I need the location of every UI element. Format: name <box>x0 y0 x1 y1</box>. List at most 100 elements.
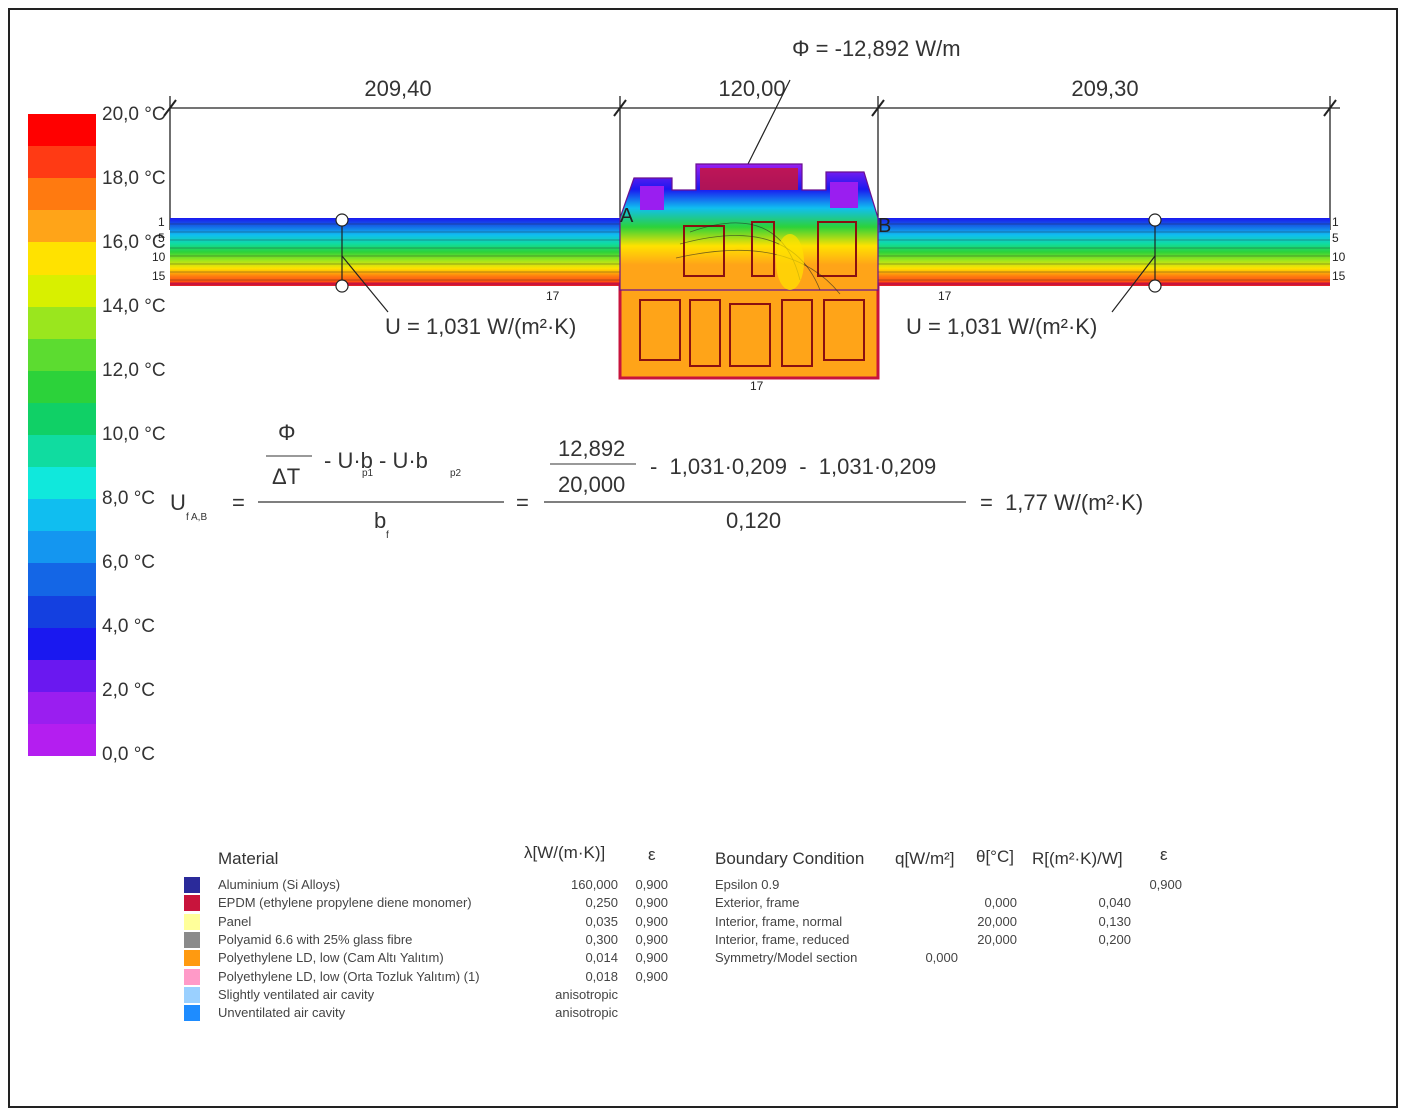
section-mark-a: A <box>620 205 634 227</box>
isoline-right-10: 10 <box>1332 250 1346 264</box>
color-scale-swatch <box>28 435 96 468</box>
section-mark-b: B <box>878 215 891 237</box>
boundary-eps: 0,900 <box>1149 877 1182 892</box>
color-scale-swatch <box>28 691 96 725</box>
boundary-name: Interior, frame, normal <box>715 913 843 929</box>
color-scale-swatch <box>28 306 96 340</box>
glazing-left <box>170 218 620 286</box>
boundary-theta: 20,000 <box>977 913 1017 929</box>
material-name: Polyamid 6.6 with 25% glass fibre <box>218 931 413 947</box>
color-scale-swatch <box>28 627 96 661</box>
dim-middle: 120,00 <box>718 76 785 101</box>
color-scale-label: 0,0 °C <box>102 744 156 765</box>
boundary-name: Interior, frame, reduced <box>715 931 850 947</box>
boundary-name: Epsilon 0.9 <box>715 877 780 892</box>
isoline-right-15: 15 <box>1332 269 1346 283</box>
material-name: Polyethylene LD, low (Orta Tozluk Yalıtı… <box>218 968 480 984</box>
material-name: Unventilated air cavity <box>218 1005 346 1021</box>
material-eps: 0,900 <box>635 950 668 966</box>
formula-phi: Φ <box>278 420 296 445</box>
material-lambda: 0,035 <box>585 913 618 929</box>
color-scale-label: 12,0 °C <box>102 360 166 381</box>
formula-sub-p1: p1 <box>362 468 374 479</box>
material-lambda: 0,300 <box>585 931 618 947</box>
material-eps-header: ε <box>648 845 656 864</box>
color-scale-swatch <box>28 338 96 372</box>
formula-num-top: 12,892 <box>558 436 625 461</box>
boundary-name: Symmetry/Model section <box>715 950 858 966</box>
r-header: R[(m²·K)/W] <box>1032 849 1123 868</box>
material-lambda: 0,018 <box>585 968 618 984</box>
formula-bf: b <box>374 508 386 533</box>
formula-lhs: U <box>170 490 186 515</box>
boundary-name: Exterior, frame <box>715 895 800 911</box>
q-header: q[W/m²] <box>895 849 955 868</box>
color-scale-swatch <box>28 659 96 693</box>
material-lambda: anisotropic <box>555 986 618 1002</box>
material-eps: 0,900 <box>635 931 668 947</box>
color-scale-swatch <box>28 595 96 629</box>
material-color-swatch <box>184 877 200 893</box>
formula-bf-sub: f <box>386 530 389 541</box>
material-name: Slightly ventilated air cavity <box>218 986 375 1002</box>
material-color-swatch <box>184 950 200 967</box>
color-scale-swatch <box>28 274 96 308</box>
material-lambda: anisotropic <box>555 1005 618 1021</box>
formula-minus-terms: - U·b - U·b <box>324 448 428 473</box>
boundary-header: Boundary Condition <box>715 849 865 868</box>
material-color-swatch <box>184 895 200 912</box>
boundary-r: 0,040 <box>1098 895 1131 911</box>
material-eps: 0,900 <box>635 968 668 984</box>
color-scale-swatch <box>28 723 96 757</box>
formula-num-rest: - 1,031·0,209 - 1,031·0,209 <box>650 454 936 479</box>
isoline-left-5: 5 <box>158 231 165 245</box>
material-eps: 0,900 <box>635 913 668 929</box>
u-value-right: U = 1,031 W/(m²·K) <box>906 314 1097 339</box>
color-scale-swatch <box>28 531 96 564</box>
edge-mark-bottom: 17 <box>750 379 764 393</box>
boundary-r: 0,200 <box>1098 931 1131 947</box>
isoline-right-5: 5 <box>1332 231 1339 245</box>
boundary-theta: 20,000 <box>977 931 1017 947</box>
formula-eq-2: = <box>516 490 529 515</box>
material-eps: 0,900 <box>635 877 668 892</box>
material-name: Aluminium (Si Alloys) <box>218 877 341 892</box>
color-scale-label: 4,0 °C <box>102 616 156 637</box>
dim-left: 209,40 <box>364 76 431 101</box>
formula-eq-1: = <box>232 490 245 515</box>
color-scale-swatch <box>28 370 96 404</box>
color-scale-label: 20,0 °C <box>102 104 166 125</box>
lambda-header: λ[W/(m·K)] <box>524 843 606 862</box>
isoline-left-1: 1 <box>158 215 165 229</box>
dimension-line <box>163 96 1340 230</box>
heat-flux-label: Φ = -12,892 W/m <box>792 36 961 61</box>
glazing-right <box>878 218 1330 286</box>
u-value-markers <box>335 213 1162 313</box>
theta-header: θ[°C] <box>976 847 1014 866</box>
glazing-isolines <box>170 223 1330 281</box>
material-lambda: 160,000 <box>571 877 618 892</box>
dim-right: 209,30 <box>1071 76 1138 101</box>
formula-sub-p2: p2 <box>450 468 462 479</box>
u-value-left: U = 1,031 W/(m²·K) <box>385 314 576 339</box>
color-scale-swatch <box>28 178 96 211</box>
material-color-swatch <box>184 931 200 948</box>
color-scale-swatch <box>28 563 96 596</box>
material-name: Polyethylene LD, low (Cam Altı Yalıtım) <box>218 950 444 966</box>
color-scale-swatch <box>28 242 96 275</box>
edge-mark-left: 17 <box>546 289 560 303</box>
boundary-r: 0,130 <box>1098 913 1131 929</box>
edge-mark-right: 17 <box>938 289 952 303</box>
isoline-left-15: 15 <box>152 269 166 283</box>
material-name: EPDM (ethylene propylene diene monomer) <box>218 895 472 911</box>
flux-leader-line <box>747 79 791 165</box>
color-scale-label: 14,0 °C <box>102 296 166 317</box>
boundary-q: 0,000 <box>925 950 958 966</box>
formula-result: = 1,77 W/(m²·K) <box>980 490 1143 515</box>
color-scale-label: 16,0 °C <box>102 232 166 253</box>
color-scale-swatch <box>28 210 96 243</box>
isoline-right-1: 1 <box>1332 215 1339 229</box>
color-scale-label: 10,0 °C <box>102 424 166 445</box>
color-scale-swatch <box>28 467 96 500</box>
